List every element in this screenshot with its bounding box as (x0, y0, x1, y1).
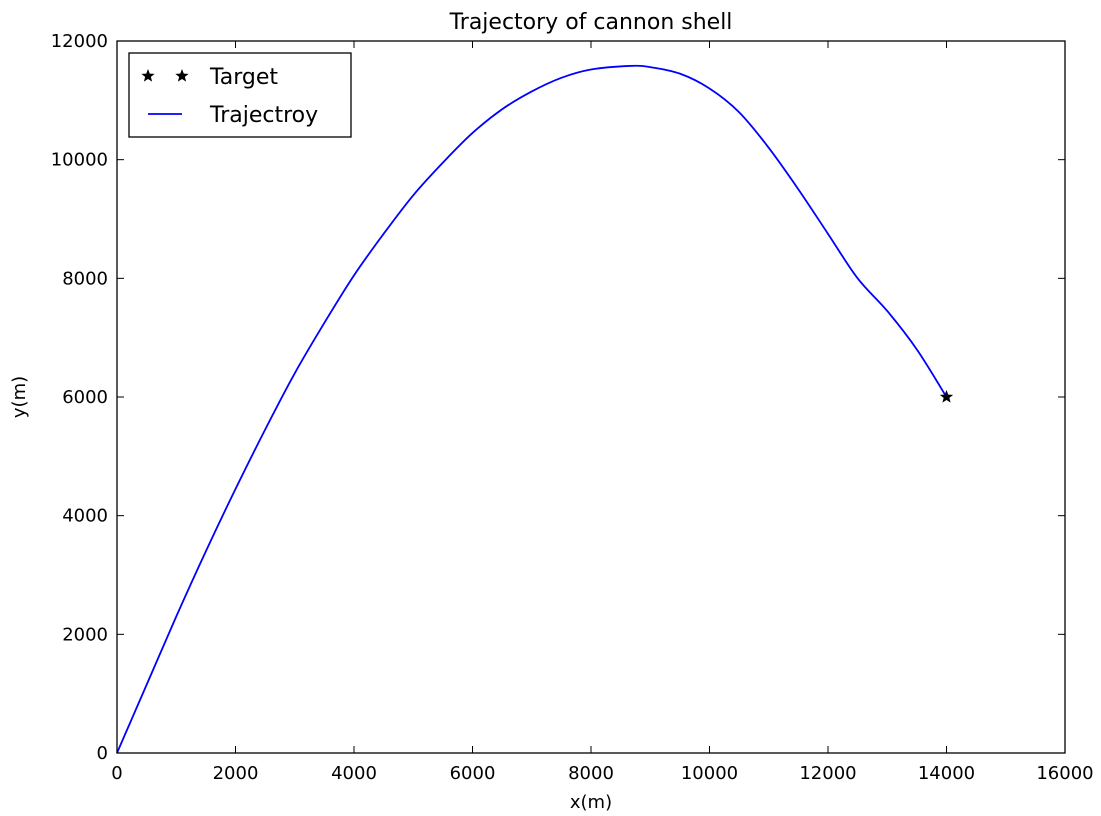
plot-frame (116, 40, 1066, 754)
x-tick-label: 10000 (681, 763, 738, 784)
y-tick-label: 10000 (51, 150, 108, 171)
legend-label: Target (209, 65, 278, 90)
y-tick-label: 8000 (62, 268, 108, 289)
y-tick-label: 12000 (51, 31, 108, 52)
x-tick-label: 2000 (213, 763, 259, 784)
legend-star-icon (175, 69, 189, 82)
legend-frame (128, 52, 352, 138)
x-tick-label: 14000 (918, 763, 975, 784)
legend: Target Trajectroy (128, 52, 352, 138)
series-line-trajectory (116, 64, 948, 754)
legend-label: Trajectroy (209, 103, 318, 128)
x-tick-label: 6000 (450, 763, 496, 784)
x-tick-label: 4000 (331, 763, 377, 784)
target-marker (939, 390, 954, 403)
series-layer (116, 64, 954, 754)
y-tick-label: 2000 (62, 624, 108, 645)
chart-title: Trajectory of cannon shell (449, 10, 733, 35)
plot-background (117, 41, 1065, 753)
y-axis-label: y(m) (9, 376, 30, 418)
tick-layer: 0 2000 4000 6000 8000 10000 12000 14000 16000 0 20… (51, 31, 1094, 784)
x-tick-label: 16000 (1036, 763, 1093, 784)
y-tick-label: 0 (97, 743, 108, 764)
x-tick-label: 0 (111, 763, 122, 784)
x-tick-label: 12000 (799, 763, 856, 784)
x-tick-label: 8000 (568, 763, 614, 784)
legend-star-icon (141, 69, 155, 82)
x-axis-label: x(m) (570, 792, 612, 813)
y-tick-label: 6000 (62, 387, 108, 408)
y-tick-label: 4000 (62, 506, 108, 527)
